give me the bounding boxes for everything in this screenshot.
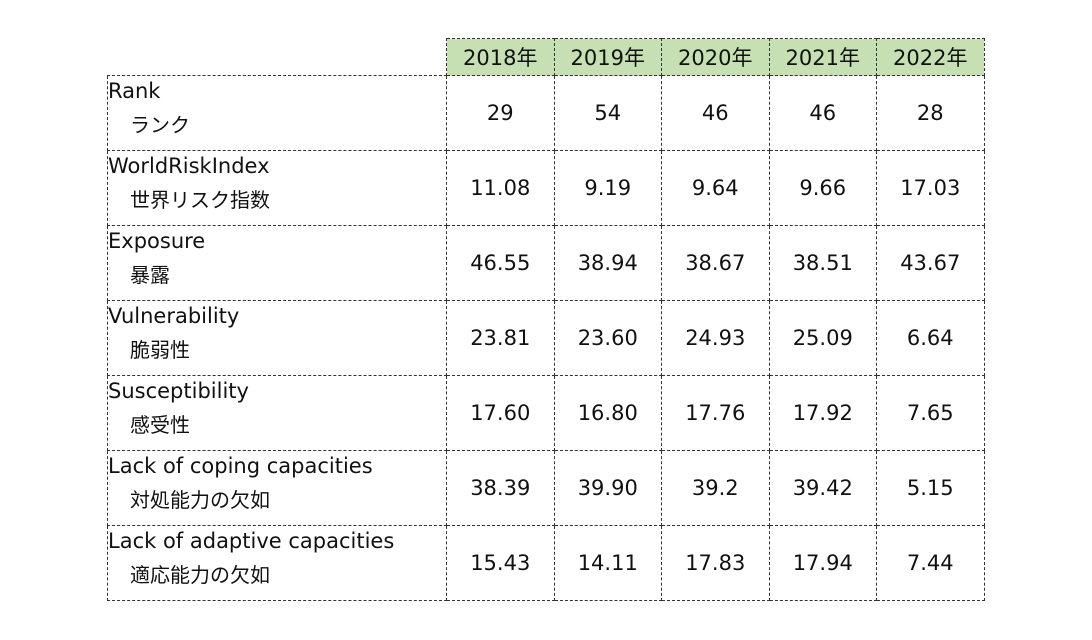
- value-cell: 14.11: [553, 525, 662, 601]
- header-row: 2018年 2019年 2020年 2021年 2022年: [107, 38, 985, 76]
- value-cell: 15.43: [446, 525, 555, 601]
- row-label-en: Lack of coping capacities: [108, 454, 373, 478]
- row-label-en: WorldRiskIndex: [108, 154, 270, 178]
- year-header-2020: 2020年: [661, 38, 770, 76]
- value-cell: 39.42: [768, 450, 877, 526]
- table-row-worldriskindex: WorldRiskIndex 世界リスク指数 11.08 9.19 9.64 9…: [107, 150, 985, 226]
- row-label-cell: Susceptibility 感受性: [107, 375, 447, 451]
- row-label-ja: ランク: [130, 113, 190, 137]
- world-risk-index-table: 2018年 2019年 2020年 2021年 2022年 Rank ランク 2…: [107, 38, 985, 601]
- table-row-lack-of-adaptive-capacities: Lack of adaptive capacities 適応能力の欠如 15.4…: [107, 525, 985, 601]
- value-cell: 28: [876, 75, 985, 151]
- value-cell: 9.66: [768, 150, 877, 226]
- value-cell: 7.44: [876, 525, 985, 601]
- year-header-2019: 2019年: [553, 38, 662, 76]
- value-cell: 5.15: [876, 450, 985, 526]
- value-cell: 29: [446, 75, 555, 151]
- value-cell: 17.83: [661, 525, 770, 601]
- value-cell: 17.94: [768, 525, 877, 601]
- row-label-ja: 世界リスク指数: [130, 188, 270, 212]
- row-label-ja: 適応能力の欠如: [130, 563, 270, 587]
- table-row-vulnerability: Vulnerability 脆弱性 23.81 23.60 24.93 25.0…: [107, 300, 985, 376]
- value-cell: 11.08: [446, 150, 555, 226]
- row-label-cell: WorldRiskIndex 世界リスク指数: [107, 150, 447, 226]
- value-cell: 24.93: [661, 300, 770, 376]
- table-row-lack-of-coping-capacities: Lack of coping capacities 対処能力の欠如 38.39 …: [107, 450, 985, 526]
- table-row-rank: Rank ランク 29 54 46 46 28: [107, 75, 985, 151]
- value-cell: 46: [661, 75, 770, 151]
- value-cell: 23.81: [446, 300, 555, 376]
- row-label-ja: 対処能力の欠如: [130, 488, 270, 512]
- value-cell: 38.94: [553, 225, 662, 301]
- row-label-cell: Lack of adaptive capacities 適応能力の欠如: [107, 525, 447, 601]
- value-cell: 43.67: [876, 225, 985, 301]
- row-label-cell: Exposure 暴露: [107, 225, 447, 301]
- row-label-cell: Vulnerability 脆弱性: [107, 300, 447, 376]
- value-cell: 25.09: [768, 300, 877, 376]
- row-label-ja: 暴露: [130, 263, 170, 287]
- value-cell: 46: [768, 75, 877, 151]
- value-cell: 38.67: [661, 225, 770, 301]
- value-cell: 9.19: [553, 150, 662, 226]
- row-label-ja: 感受性: [130, 413, 190, 437]
- value-cell: 17.60: [446, 375, 555, 451]
- value-cell: 38.39: [446, 450, 555, 526]
- header-corner-cell: [107, 38, 447, 76]
- value-cell: 39.90: [553, 450, 662, 526]
- table-row-susceptibility: Susceptibility 感受性 17.60 16.80 17.76 17.…: [107, 375, 985, 451]
- value-cell: 16.80: [553, 375, 662, 451]
- value-cell: 38.51: [768, 225, 877, 301]
- value-cell: 6.64: [876, 300, 985, 376]
- value-cell: 9.64: [661, 150, 770, 226]
- value-cell: 46.55: [446, 225, 555, 301]
- year-header-2018: 2018年: [446, 38, 555, 76]
- row-label-en: Lack of adaptive capacities: [108, 529, 395, 553]
- year-header-2022: 2022年: [876, 38, 985, 76]
- row-label-en: Exposure: [108, 229, 206, 253]
- value-cell: 17.76: [661, 375, 770, 451]
- value-cell: 39.2: [661, 450, 770, 526]
- row-label-en: Susceptibility: [108, 379, 249, 403]
- row-label-cell: Rank ランク: [107, 75, 447, 151]
- row-label-cell: Lack of coping capacities 対処能力の欠如: [107, 450, 447, 526]
- row-label-en: Rank: [108, 79, 161, 103]
- row-label-ja: 脆弱性: [130, 338, 190, 362]
- year-header-2021: 2021年: [768, 38, 877, 76]
- table-row-exposure: Exposure 暴露 46.55 38.94 38.67 38.51 43.6…: [107, 225, 985, 301]
- value-cell: 54: [553, 75, 662, 151]
- value-cell: 7.65: [876, 375, 985, 451]
- row-label-en: Vulnerability: [108, 304, 240, 328]
- value-cell: 17.92: [768, 375, 877, 451]
- value-cell: 23.60: [553, 300, 662, 376]
- value-cell: 17.03: [876, 150, 985, 226]
